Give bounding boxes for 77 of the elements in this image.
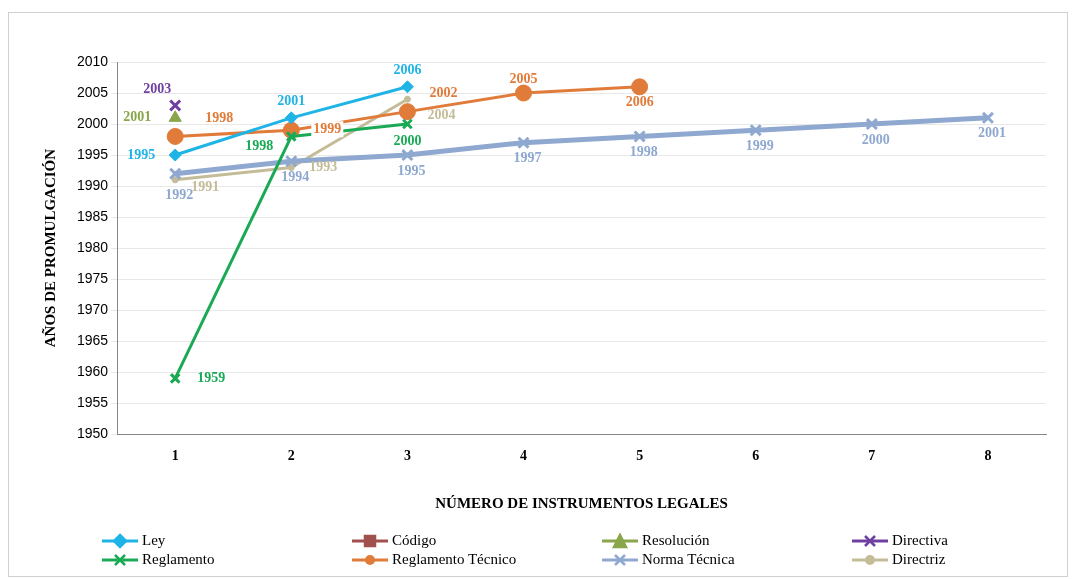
data-label: 2000 [393, 132, 422, 148]
x-tick-label: 4 [520, 448, 528, 464]
point [285, 130, 298, 143]
legend-label: Reglamento [142, 551, 215, 568]
x-tick-label: 1 [171, 448, 179, 464]
point [168, 110, 182, 122]
x-tick-label: 7 [868, 448, 876, 464]
data-label: 2006 [625, 94, 654, 110]
x-tick-label: 2 [287, 448, 295, 464]
data-label: 1994 [281, 168, 310, 184]
point [981, 111, 995, 125]
point [398, 103, 416, 121]
data-label: 2001 [123, 109, 152, 125]
data-label: 1992 [165, 187, 194, 203]
y-tick-label: 1950 [76, 425, 109, 442]
legend-label: Resolución [642, 532, 710, 549]
y-tick-label: 1960 [76, 363, 109, 380]
data-label: 1995 [127, 146, 156, 162]
x-tick-label: 5 [636, 448, 644, 464]
point [400, 80, 414, 94]
point [284, 154, 298, 168]
data-label: 2003 [143, 81, 172, 97]
x-tick-label: 6 [752, 448, 760, 464]
x-axis-title: NÚMERO DE INSTRUMENTOS LEGALES [435, 494, 728, 511]
y-tick-label: 1990 [76, 176, 109, 193]
point [517, 136, 530, 150]
data-label: 1993 [309, 159, 338, 175]
data-label: 2005 [509, 70, 538, 86]
point [284, 111, 298, 125]
data-label: 1999 [745, 137, 774, 153]
data-label: 1998 [245, 138, 274, 154]
data-label: 2006 [393, 62, 422, 78]
data-label: 1997 [513, 150, 542, 166]
y-tick-label: 1985 [76, 207, 109, 224]
legend-label: Norma Técnica [642, 551, 735, 568]
point [166, 127, 184, 145]
data-label: 1998 [629, 144, 658, 160]
point [631, 78, 649, 96]
point [287, 163, 295, 171]
data-label: 1995 [397, 162, 426, 178]
data-label: 1999 [313, 120, 342, 136]
data-label: 2000 [861, 131, 890, 147]
legend-label: Reglamento Técnico [392, 551, 517, 568]
y-tick-label: 2000 [76, 114, 109, 131]
y-tick-label: 2010 [76, 52, 109, 69]
legend-label: Directriz [892, 551, 946, 568]
point [865, 117, 879, 131]
y-axis-title: AÑOS DE PROMULGACIÓN [40, 148, 58, 348]
point [403, 95, 411, 103]
data-label: 2001 [977, 125, 1006, 141]
y-tick-label: 1995 [76, 145, 109, 162]
legend-label: Código [392, 532, 437, 549]
point [168, 148, 182, 162]
point [168, 167, 182, 181]
data-label: 1959 [197, 369, 226, 385]
point [169, 372, 181, 385]
x-tick-label: 8 [984, 448, 992, 464]
point [401, 118, 414, 130]
legend-label: Directiva [892, 532, 948, 549]
data-label: 2002 [429, 85, 458, 101]
data-label: 1998 [205, 110, 234, 126]
point [171, 176, 179, 184]
legend-label: Ley [142, 532, 166, 549]
data-label: 2004 [427, 106, 456, 122]
y-tick-label: 2005 [76, 83, 109, 100]
point [168, 98, 182, 112]
point [749, 123, 763, 137]
y-tick-label: 1965 [76, 332, 109, 349]
point [633, 129, 647, 143]
x-tick-label: 3 [403, 448, 411, 464]
y-tick-label: 1980 [76, 238, 109, 255]
y-tick-label: 1970 [76, 300, 109, 317]
y-tick-label: 1955 [76, 394, 109, 411]
point [515, 84, 533, 102]
point [400, 148, 414, 162]
data-label: 2001 [277, 93, 306, 109]
y-tick-label: 1975 [76, 269, 109, 286]
